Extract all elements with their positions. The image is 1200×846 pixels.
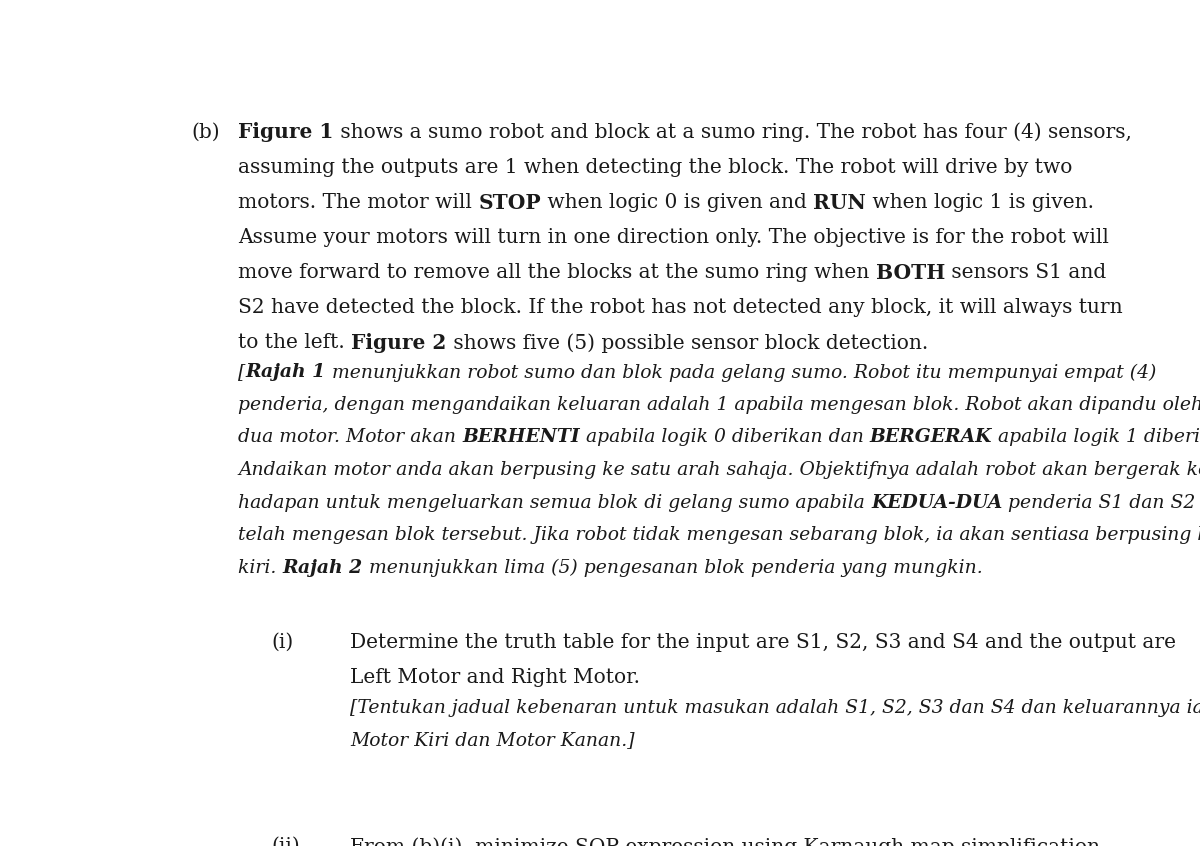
Text: move forward to remove all the blocks at the sumo ring when: move forward to remove all the blocks at…	[239, 263, 876, 282]
Text: dua motor. Motor akan: dua motor. Motor akan	[239, 428, 462, 447]
Text: penderia, dengan mengandaikan keluaran adalah 1 apabila mengesan blok. Robot aka: penderia, dengan mengandaikan keluaran a…	[239, 396, 1200, 414]
Text: Figure 2: Figure 2	[352, 333, 446, 354]
Text: menunjukkan lima (5) pengesanan blok penderia yang mungkin.: menunjukkan lima (5) pengesanan blok pen…	[362, 558, 983, 577]
Text: shows a sumo robot and block at a sumo ring. The robot has four (4) sensors,: shows a sumo robot and block at a sumo r…	[334, 123, 1132, 142]
Text: STOP: STOP	[479, 193, 541, 212]
Text: kiri.: kiri.	[239, 558, 283, 577]
Text: [Tentukan jadual kebenaran untuk masukan adalah S1, S2, S3 dan S4 dan keluaranny: [Tentukan jadual kebenaran untuk masukan…	[350, 699, 1200, 717]
Text: Andaikan motor anda akan berpusing ke satu arah sahaja. Objektifnya adalah robot: Andaikan motor anda akan berpusing ke sa…	[239, 461, 1200, 479]
Text: Determine the truth table for the input are S1, S2, S3 and S4 and the output are: Determine the truth table for the input …	[350, 633, 1176, 651]
Text: RUN: RUN	[814, 193, 866, 212]
Text: when logic 1 is given.: when logic 1 is given.	[866, 193, 1094, 212]
Text: Motor Kiri dan Motor Kanan.]: Motor Kiri dan Motor Kanan.]	[350, 731, 635, 750]
Text: (ii): (ii)	[271, 837, 300, 846]
Text: apabila logik 0 diberikan dan: apabila logik 0 diberikan dan	[580, 428, 870, 447]
Text: telah mengesan blok tersebut. Jika robot tidak mengesan sebarang blok, ia akan s: telah mengesan blok tersebut. Jika robot…	[239, 526, 1200, 544]
Text: BERGERAK: BERGERAK	[870, 428, 992, 447]
Text: KEDUA-DUA: KEDUA-DUA	[871, 493, 1002, 512]
Text: [: [	[239, 363, 246, 382]
Text: hadapan untuk mengeluarkan semua blok di gelang sumo apabila: hadapan untuk mengeluarkan semua blok di…	[239, 493, 871, 512]
Text: sensors S1 and: sensors S1 and	[946, 263, 1106, 282]
Text: menunjukkan robot sumo dan blok pada gelang sumo. Robot itu mempunyai empat (4): menunjukkan robot sumo dan blok pada gel…	[326, 363, 1157, 382]
Text: penderia S1 dan S2: penderia S1 dan S2	[1002, 493, 1195, 512]
Text: apabila logik 1 diberi.: apabila logik 1 diberi.	[992, 428, 1200, 447]
Text: Rajah 2: Rajah 2	[283, 558, 362, 577]
Text: BERHENTI: BERHENTI	[462, 428, 580, 447]
Text: to the left.: to the left.	[239, 333, 352, 353]
Text: BOTH: BOTH	[876, 263, 946, 283]
Text: Rajah 1: Rajah 1	[246, 363, 326, 382]
Text: motors. The motor will: motors. The motor will	[239, 193, 479, 212]
Text: From (b)(i), minimize SOP expression using Karnaugh map simplification.: From (b)(i), minimize SOP expression usi…	[350, 837, 1106, 846]
Text: Left Motor and Right Motor.: Left Motor and Right Motor.	[350, 667, 640, 687]
Text: when logic 0 is given and: when logic 0 is given and	[541, 193, 814, 212]
Text: assuming the outputs are 1 when detecting the block. The robot will drive by two: assuming the outputs are 1 when detectin…	[239, 157, 1073, 177]
Text: S2 have detected the block. If the robot has not detected any block, it will alw: S2 have detected the block. If the robot…	[239, 299, 1123, 317]
Text: shows five (5) possible sensor block detection.: shows five (5) possible sensor block det…	[446, 333, 928, 353]
Text: (i): (i)	[271, 633, 293, 651]
Text: (b): (b)	[192, 123, 221, 141]
Text: Figure 1: Figure 1	[239, 123, 334, 142]
Text: Assume your motors will turn in one direction only. The objective is for the rob: Assume your motors will turn in one dire…	[239, 228, 1109, 247]
